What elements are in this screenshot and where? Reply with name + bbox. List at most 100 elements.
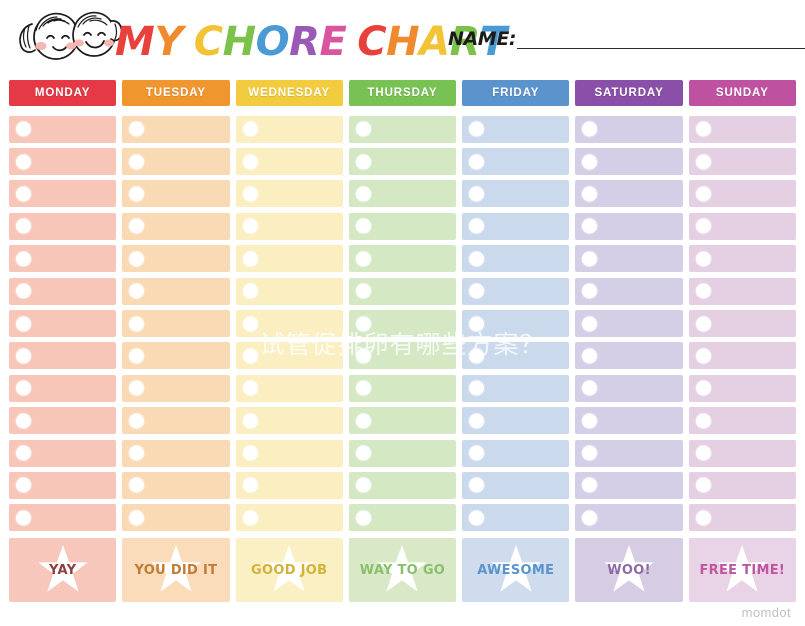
day-column-header-monday[interactable]: MONDAY [9, 80, 117, 110]
task-cell[interactable] [348, 212, 457, 240]
circle-checkbox-icon[interactable] [16, 445, 31, 461]
task-cell[interactable] [462, 407, 570, 435]
day-column-header-wednesday[interactable]: WEDNESDAY [235, 80, 343, 110]
circle-checkbox-icon[interactable] [129, 251, 145, 267]
circle-checkbox-icon[interactable] [695, 218, 711, 234]
circle-checkbox-icon[interactable] [355, 477, 371, 493]
circle-checkbox-icon[interactable] [242, 445, 258, 461]
task-cell[interactable] [9, 374, 117, 402]
circle-checkbox-icon[interactable] [582, 445, 598, 461]
task-cell[interactable] [575, 439, 683, 467]
task-cell[interactable] [462, 342, 570, 370]
day-column-header-tuesday[interactable]: TUESDAY [122, 80, 230, 110]
task-cell[interactable] [122, 115, 230, 143]
circle-checkbox-icon[interactable] [582, 477, 598, 493]
circle-checkbox-icon[interactable] [242, 413, 258, 429]
circle-checkbox-icon[interactable] [582, 348, 598, 364]
circle-checkbox-icon[interactable] [695, 477, 711, 493]
task-cell[interactable] [235, 115, 343, 143]
task-cell[interactable] [688, 407, 796, 435]
day-column-header-saturday[interactable]: SATURDAY [575, 80, 683, 110]
circle-checkbox-icon[interactable] [129, 445, 145, 461]
circle-checkbox-icon[interactable] [242, 283, 258, 299]
circle-checkbox-icon[interactable] [242, 477, 258, 493]
task-cell[interactable] [122, 504, 230, 532]
task-cell[interactable] [575, 407, 683, 435]
circle-checkbox-icon[interactable] [355, 510, 371, 526]
task-cell[interactable] [9, 245, 117, 273]
task-cell[interactable] [575, 180, 683, 208]
task-cell[interactable] [235, 342, 343, 370]
circle-checkbox-icon[interactable] [695, 445, 711, 461]
task-cell[interactable] [688, 471, 796, 499]
circle-checkbox-icon[interactable] [129, 477, 145, 493]
circle-checkbox-icon[interactable] [129, 316, 145, 332]
task-cell[interactable] [575, 471, 683, 499]
task-cell[interactable] [575, 277, 683, 305]
task-cell[interactable] [462, 471, 570, 499]
circle-checkbox-icon[interactable] [469, 348, 485, 364]
circle-checkbox-icon[interactable] [469, 218, 485, 234]
day-column-header-thursday[interactable]: THURSDAY [348, 80, 457, 110]
task-cell[interactable] [122, 471, 230, 499]
circle-checkbox-icon[interactable] [695, 380, 711, 396]
circle-checkbox-icon[interactable] [355, 186, 371, 202]
task-cell[interactable] [462, 277, 570, 305]
circle-checkbox-icon[interactable] [695, 413, 711, 429]
task-cell[interactable] [235, 374, 343, 402]
circle-checkbox-icon[interactable] [129, 186, 145, 202]
task-cell[interactable] [122, 277, 230, 305]
circle-checkbox-icon[interactable] [16, 380, 31, 396]
task-cell[interactable] [235, 212, 343, 240]
circle-checkbox-icon[interactable] [16, 510, 31, 526]
circle-checkbox-icon[interactable] [469, 413, 485, 429]
task-cell[interactable] [122, 180, 230, 208]
task-cell[interactable] [462, 504, 570, 532]
circle-checkbox-icon[interactable] [129, 413, 145, 429]
task-cell[interactable] [348, 374, 457, 402]
circle-checkbox-icon[interactable] [16, 121, 31, 137]
task-cell[interactable] [575, 504, 683, 532]
circle-checkbox-icon[interactable] [16, 477, 31, 493]
task-cell[interactable] [348, 342, 457, 370]
task-cell[interactable] [575, 148, 683, 176]
circle-checkbox-icon[interactable] [469, 445, 485, 461]
reward-cell[interactable]: GOOD JOB [235, 538, 343, 603]
circle-checkbox-icon[interactable] [469, 186, 485, 202]
day-column-header-friday[interactable]: FRIDAY [462, 80, 570, 110]
task-cell[interactable] [575, 212, 683, 240]
task-cell[interactable] [235, 180, 343, 208]
circle-checkbox-icon[interactable] [16, 251, 31, 267]
task-cell[interactable] [348, 180, 457, 208]
task-cell[interactable] [9, 115, 117, 143]
task-cell[interactable] [462, 310, 570, 338]
circle-checkbox-icon[interactable] [469, 251, 485, 267]
circle-checkbox-icon[interactable] [469, 283, 485, 299]
task-cell[interactable] [688, 374, 796, 402]
task-cell[interactable] [9, 212, 117, 240]
task-cell[interactable] [235, 504, 343, 532]
circle-checkbox-icon[interactable] [582, 251, 598, 267]
task-cell[interactable] [9, 471, 117, 499]
circle-checkbox-icon[interactable] [582, 283, 598, 299]
circle-checkbox-icon[interactable] [355, 121, 371, 137]
circle-checkbox-icon[interactable] [469, 380, 485, 396]
circle-checkbox-icon[interactable] [355, 218, 371, 234]
circle-checkbox-icon[interactable] [582, 218, 598, 234]
task-cell[interactable] [122, 212, 230, 240]
circle-checkbox-icon[interactable] [355, 380, 371, 396]
task-cell[interactable] [9, 310, 117, 338]
task-cell[interactable] [348, 115, 457, 143]
task-cell[interactable] [688, 310, 796, 338]
task-cell[interactable] [462, 439, 570, 467]
circle-checkbox-icon[interactable] [129, 154, 145, 170]
circle-checkbox-icon[interactable] [129, 283, 145, 299]
task-cell[interactable] [348, 245, 457, 273]
circle-checkbox-icon[interactable] [469, 121, 485, 137]
task-cell[interactable] [348, 504, 457, 532]
task-cell[interactable] [462, 115, 570, 143]
circle-checkbox-icon[interactable] [16, 154, 31, 170]
task-cell[interactable] [462, 148, 570, 176]
circle-checkbox-icon[interactable] [582, 413, 598, 429]
circle-checkbox-icon[interactable] [242, 218, 258, 234]
